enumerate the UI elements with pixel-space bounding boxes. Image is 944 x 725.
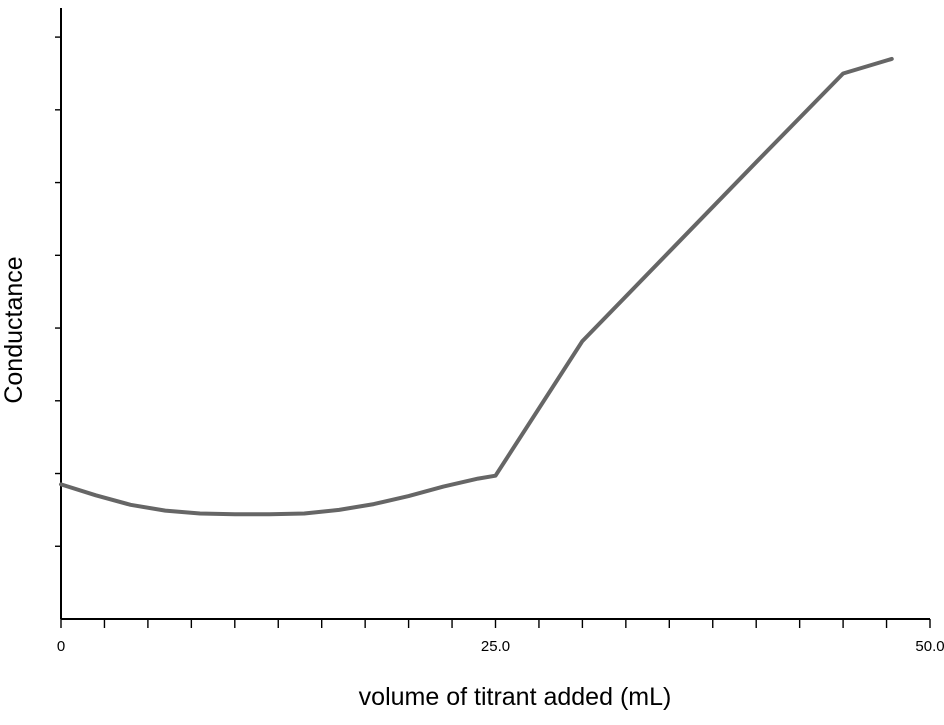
- x-tick-label: 50.0: [915, 638, 944, 655]
- x-tick-label: 25.0: [481, 638, 510, 655]
- x-tick-label: 0: [57, 638, 65, 655]
- y-axis-title: Conductance: [0, 256, 28, 403]
- series-line: [59, 56, 894, 517]
- plot-series: [59, 56, 894, 517]
- x-axis-title: volume of titrant added (mL): [359, 683, 672, 711]
- y-axis: [55, 8, 62, 619]
- x-axis: 0 25.0 50.0: [57, 618, 944, 655]
